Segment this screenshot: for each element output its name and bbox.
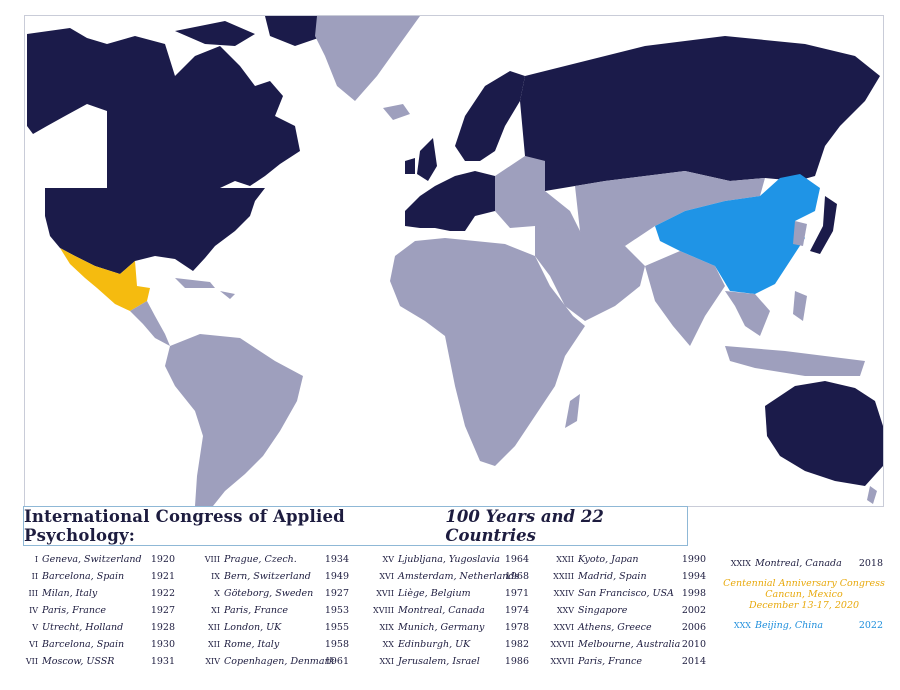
congress-row: IV Paris, France 1927 xyxy=(29,605,175,616)
central-america-shape xyxy=(130,301,170,346)
congress-row: XXV Singapore 2002 xyxy=(556,605,706,616)
congress-column-4: XXII Kyoto, Japan 1990 XXIII Madrid, Spain 1… xyxy=(550,554,707,673)
congress-row: XI Paris, France 1953 xyxy=(211,605,349,616)
congress-row: XIX Munich, Germany 1978 xyxy=(379,622,529,633)
south-america-shape xyxy=(165,334,303,506)
congress-row: XVII Liège, Belgium 1971 xyxy=(376,588,529,599)
australia-shape xyxy=(765,381,883,486)
canada-shape xyxy=(107,36,300,188)
congress-column-3: XV Ljubljana, Yugoslavia 1964 XVI Amsterdam… xyxy=(370,554,529,673)
africa-shape xyxy=(390,238,585,466)
madagascar-shape xyxy=(565,394,580,428)
centennial-congress-note: Centennial Anniversary Congress Cancun, … xyxy=(710,578,898,611)
congress-column-2: VIII Prague, Czech. 1934 IX Bern, Switzerla… xyxy=(196,554,349,673)
japan-shape xyxy=(810,196,837,254)
congress-row: XIV Copenhagen, Denmark 1961 xyxy=(205,656,349,667)
congress-row: XXVI Athens, Greece 2006 xyxy=(553,622,706,633)
world-map-svg xyxy=(25,16,883,506)
centennial-dates: December 13-17, 2020 xyxy=(748,600,860,611)
new-zealand-shape xyxy=(867,486,877,504)
congress-row: XII London, UK 1955 xyxy=(207,622,349,633)
ireland-shape xyxy=(405,158,415,174)
eastern-europe-shape xyxy=(495,156,580,236)
congress-row: V Utrecht, Holland 1928 xyxy=(32,622,175,633)
iceland-shape xyxy=(383,104,410,120)
indonesia-shape xyxy=(725,346,865,376)
congress-row: XV Ljubljana, Yugoslavia 1964 xyxy=(382,554,529,565)
india-shape xyxy=(645,251,725,346)
usa-shape xyxy=(45,188,265,274)
congress-row: XVIII Montreal, Canada 1974 xyxy=(373,605,529,616)
western-europe-shape xyxy=(405,171,500,231)
scandinavia-shape xyxy=(455,71,525,161)
congress-row: VIII Prague, Czech. 1934 xyxy=(204,554,349,565)
congress-row: XXIX Montreal, Canada 2018 xyxy=(730,558,883,569)
congress-row: XXVII Melbourne, Australia 2010 xyxy=(550,639,707,650)
central-asia-shape xyxy=(575,171,765,246)
southeast-asia-shape xyxy=(725,291,770,336)
congress-row: III Milan, Italy 1922 xyxy=(28,588,175,599)
uk-shape xyxy=(417,138,437,181)
congress-row: X Göteborg, Sweden 1927 xyxy=(214,588,349,599)
korea-shape xyxy=(793,221,807,246)
arabia-shape xyxy=(535,226,645,321)
canada-islands-shape xyxy=(175,16,330,46)
congress-row: XXI Jerusalem, Israel 1986 xyxy=(379,656,529,667)
congress-row: XXVII Paris, France 2014 xyxy=(550,656,707,667)
congress-row: I Geneva, Switzerland 1920 xyxy=(34,554,175,565)
philippines-shape xyxy=(793,291,807,321)
caribbean-shape xyxy=(175,278,235,299)
greenland-shape xyxy=(315,16,420,101)
map-title: International Congress of Applied Psycho… xyxy=(24,507,345,545)
congress-column-5: XXIX Montreal, Canada 2018 xyxy=(727,558,883,575)
congress-row-upcoming: XXX Beijing, China 2022 xyxy=(733,620,883,631)
congress-row: XX Edinburgh, UK 1982 xyxy=(382,639,529,650)
title-box: International Congress of Applied Psycho… xyxy=(23,506,688,546)
congress-row: XXIV San Francisco, USA 1998 xyxy=(553,588,706,599)
congress-row: IX Bern, Switzerland 1949 xyxy=(211,571,349,582)
world-map xyxy=(24,15,884,507)
congress-row: XXII Kyoto, Japan 1990 xyxy=(556,554,706,565)
russia-shape xyxy=(520,36,880,191)
upcoming-congress: XXX Beijing, China 2022 xyxy=(727,620,883,637)
centennial-location: Cancun, Mexico xyxy=(765,589,843,600)
mexico-shape xyxy=(60,248,150,311)
congress-column-1: I Geneva, Switzerland 1920 II Barcelona, Sp… xyxy=(14,554,175,673)
congress-row: XVI Amsterdam, Netherlands 1968 xyxy=(379,571,529,582)
congress-row: XXIII Madrid, Spain 1994 xyxy=(553,571,706,582)
china-shape xyxy=(655,174,820,294)
congress-row: II Barcelona, Spain 1921 xyxy=(31,571,175,582)
congress-row: VII Moscow, USSR 1931 xyxy=(25,656,175,667)
alaska-shape xyxy=(27,28,107,134)
map-title-emphasis: 100 Years and 22 Countries xyxy=(445,507,604,545)
centennial-title: Centennial Anniversary Congress xyxy=(723,578,885,589)
congress-row: VI Barcelona, Spain 1930 xyxy=(29,639,175,650)
congress-row: XII Rome, Italy 1958 xyxy=(207,639,349,650)
